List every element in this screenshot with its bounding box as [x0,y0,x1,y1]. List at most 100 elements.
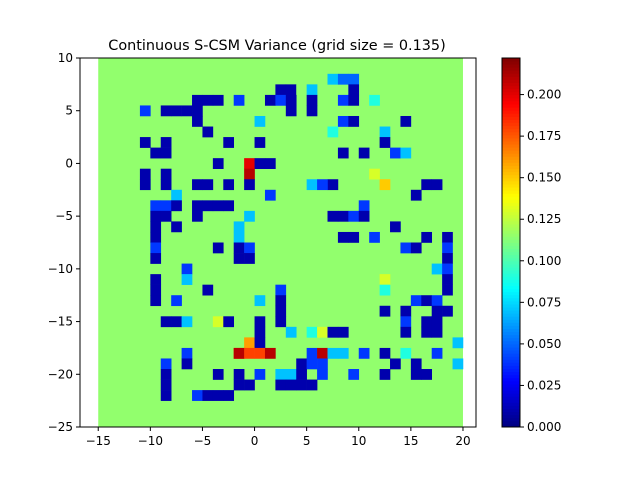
heatmap-cell [275,379,287,391]
colorbar-segment [502,101,520,105]
heatmap-cell [160,358,172,370]
heatmap-cell [400,305,412,317]
heatmap-cell [192,200,203,212]
heatmap-cell [233,231,245,243]
heatmap-cell [202,126,214,138]
colorbar-tick-label: 0.100 [527,254,561,268]
heatmap-cell [285,105,297,117]
colorbar-segment [502,104,520,108]
colorbar-segment [502,224,520,228]
colorbar-segment [502,423,520,428]
heatmap-cell [296,84,307,96]
x-axis: −15 −10 −5 0 5 10 15 20 [86,427,471,448]
heatmap-cell [306,326,318,338]
colorbar-segment [502,411,520,416]
heatmap-cell [410,369,422,380]
x-tick-label: −10 [138,434,163,448]
heatmap-cell [181,358,193,370]
colorbar-segment [502,171,520,176]
colorbar-segment [502,319,520,323]
colorbar-segment [502,294,520,299]
heatmap-cell [139,105,151,117]
heatmap-cell [379,274,391,285]
colorbar-segment [502,162,520,167]
colorbar-segment [502,276,520,280]
colorbar-segment [502,396,520,400]
colorbar-segment [502,291,520,296]
colorbar-tick-label: 0.200 [527,88,561,102]
colorbar-segment [502,153,520,157]
heatmap-cell [275,94,287,106]
heatmap-cell [296,358,307,370]
heatmap-cell [348,73,360,85]
colorbar-segment [502,119,520,123]
colorbar-segment [502,313,520,317]
heatmap-cell [150,147,162,159]
colorbar-segment [502,196,520,200]
colorbar-segment [502,141,520,145]
heatmap-cell [254,337,266,349]
colorbar-segment [502,297,520,302]
colorbar-segment [502,359,520,363]
heatmap-cell [431,316,443,328]
colorbar-segment [502,208,520,213]
heatmap-cell [431,263,443,275]
heatmap-cell [181,263,193,275]
heatmap-cell [337,347,349,359]
colorbar-segment [502,288,520,293]
heatmap-cell [275,305,287,317]
heatmap-cell [233,94,245,106]
colorbar-segment [502,270,520,274]
heatmap-cell [139,137,151,148]
heatmap-cell [202,390,214,401]
colorbar-segment [502,214,520,219]
colorbar-segment [502,211,520,216]
colorbar-segment [502,233,520,237]
heatmap-cell [150,242,162,254]
heatmap-cell [192,179,203,191]
heatmap-cell [171,221,182,233]
heatmap-cell [306,105,318,117]
colorbar-segment [502,131,520,136]
colorbar-segment [502,205,520,210]
heatmap-cell [421,231,433,243]
heatmap-cell [233,369,245,380]
heatmap-cell [171,189,182,201]
colorbar-segment [502,405,520,409]
heatmap-cell [452,358,464,370]
heatmap-cell [160,179,172,191]
colorbar-segment [502,337,520,342]
heatmap-cell [327,179,339,191]
heatmap-cell [171,295,182,307]
colorbar-segment [502,322,520,326]
heatmap-cell [181,105,193,117]
colorbar-segment [502,58,520,62]
heatmap-cell [421,179,433,191]
heatmap-cell [400,316,412,328]
colorbar-segment [502,399,520,403]
heatmap-cell [233,253,245,264]
heatmap-cell [150,231,162,243]
heatmap-cell [192,94,203,106]
colorbar-segment [502,110,520,114]
heatmap-cell [160,200,172,212]
heatmap-cell [150,295,162,307]
colorbar-segment [502,97,520,102]
colorbar-segment [502,245,520,250]
heatmap-cell [244,158,255,169]
colorbar-segment [502,260,520,265]
colorbar-segment [502,134,520,139]
y-tick-label: 10 [58,51,73,65]
colorbar-segment [502,128,520,133]
heatmap-cell [160,316,172,328]
colorbar-segment [502,273,520,277]
heatmap-cell [160,379,172,391]
heatmap-cell [379,347,391,359]
heatmap-cell [275,369,287,380]
heatmap-cell [150,284,162,296]
colorbar-segment [502,325,520,329]
heatmap-cell [202,94,214,106]
heatmap-cell [192,105,203,117]
heatmap-cell [306,179,318,191]
heatmap-cell [306,358,318,370]
